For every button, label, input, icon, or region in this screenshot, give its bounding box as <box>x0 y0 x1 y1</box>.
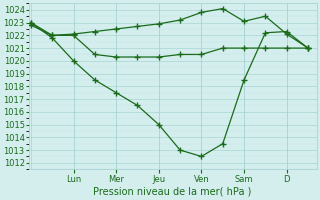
X-axis label: Pression niveau de la mer( hPa ): Pression niveau de la mer( hPa ) <box>93 187 252 197</box>
